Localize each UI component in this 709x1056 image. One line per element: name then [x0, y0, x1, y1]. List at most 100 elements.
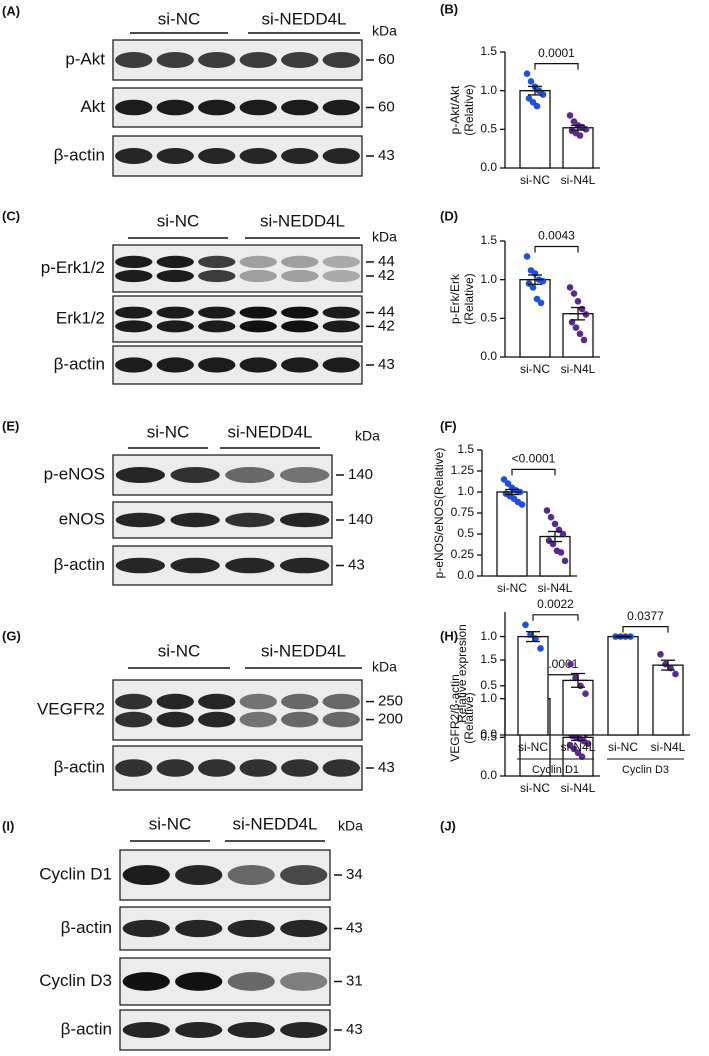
band — [281, 711, 319, 728]
data-point — [570, 290, 578, 297]
y-tick-label: 0.5 — [480, 730, 497, 744]
panel-label: (G) — [2, 628, 21, 643]
row-label: Cyclin D1 — [39, 864, 112, 883]
band — [115, 320, 153, 333]
row-label: β-actin — [61, 918, 112, 937]
significance-bracket — [534, 245, 579, 253]
data-point — [662, 660, 669, 668]
blot-strip — [112, 135, 363, 177]
row-label: p-Akt — [65, 49, 105, 68]
y-axis-label: p-Erk/Erk — [448, 273, 462, 324]
data-point — [529, 284, 537, 291]
marker-label: 42 — [378, 317, 395, 334]
y-axis-label: (Relative) — [462, 84, 476, 135]
band — [280, 919, 328, 938]
y-tick-label: 1.0 — [457, 484, 474, 498]
band — [279, 557, 330, 574]
group-label: si-NEDD4L — [232, 814, 317, 833]
y-tick-label: 0.5 — [480, 311, 497, 325]
x-tick-label: si-N4L — [651, 740, 686, 754]
data-point — [572, 324, 580, 331]
data-point — [578, 753, 586, 760]
band — [156, 52, 194, 68]
unit-label: kDa — [372, 23, 397, 39]
data-point — [523, 253, 531, 260]
marker-label: 43 — [378, 356, 395, 373]
y-tick-label: 0.0 — [480, 160, 497, 174]
x-tick-label: si-NC — [520, 173, 550, 187]
marker-label: 200 — [378, 711, 403, 728]
band — [281, 357, 319, 373]
band — [115, 99, 153, 116]
y-tick-label: 1.0 — [480, 629, 497, 643]
data-point — [500, 476, 508, 483]
y-tick-label: 0.0 — [480, 349, 497, 363]
data-point — [568, 318, 576, 326]
group-label: si-NC — [158, 9, 201, 28]
band — [175, 972, 223, 991]
panel-label: (B) — [440, 1, 458, 16]
band — [322, 693, 360, 710]
group-label: si-NC — [158, 641, 201, 660]
blot-strip — [112, 295, 363, 343]
row-label: p-Erk1/2 — [41, 258, 105, 277]
data-point — [547, 513, 555, 521]
y-tick-label: 1.25 — [451, 463, 475, 477]
band — [227, 1022, 275, 1038]
band — [225, 557, 275, 574]
y-tick-label: 1.0 — [480, 272, 497, 286]
bar — [607, 635, 639, 736]
band — [115, 148, 153, 164]
band — [239, 52, 277, 68]
y-tick-label: 0.75 — [451, 505, 475, 519]
marker-label: 43 — [348, 556, 365, 573]
data-point — [584, 740, 592, 747]
band — [122, 1022, 170, 1038]
data-point — [561, 557, 569, 565]
band — [170, 512, 220, 528]
band — [322, 269, 360, 283]
data-point — [672, 670, 679, 678]
marker-label: 140 — [348, 511, 373, 528]
marker-label: 31 — [346, 972, 363, 989]
marker-label: 43 — [346, 919, 363, 936]
band — [198, 320, 236, 333]
data-point — [578, 305, 586, 313]
x-tick-label: si-N4L — [561, 781, 596, 795]
row-label: β-actin — [54, 354, 105, 373]
panel-label: (H) — [440, 628, 458, 643]
band — [239, 99, 277, 116]
band — [281, 99, 319, 116]
row-label: Erk1/2 — [56, 308, 105, 327]
band — [280, 972, 328, 991]
band — [198, 99, 236, 116]
band — [115, 711, 153, 728]
panel-label: (A) — [2, 3, 20, 18]
marker-label: 250 — [378, 693, 403, 710]
x-tick-label: si-N4L — [561, 173, 596, 187]
x-tick-label: si-NC — [608, 740, 638, 754]
y-axis-label: p-eNOS/eNOS(Relative) — [432, 448, 446, 579]
band — [281, 255, 319, 269]
band — [156, 759, 194, 777]
band — [156, 320, 194, 333]
y-tick-label: 0.25 — [451, 547, 475, 561]
band — [198, 269, 236, 283]
band — [198, 52, 236, 68]
blot-strip — [112, 87, 363, 128]
x-tick-label: si-N4L — [538, 581, 573, 595]
band — [198, 693, 236, 710]
marker-label: 42 — [378, 267, 395, 284]
band — [175, 1022, 223, 1038]
band — [239, 693, 277, 710]
band — [156, 306, 194, 319]
data-point — [566, 284, 574, 291]
band — [322, 357, 360, 373]
band — [156, 148, 194, 164]
band — [115, 306, 153, 319]
data-point — [523, 70, 531, 77]
band — [239, 269, 277, 283]
data-point — [527, 78, 535, 85]
data-point — [557, 549, 565, 556]
band — [156, 99, 194, 116]
